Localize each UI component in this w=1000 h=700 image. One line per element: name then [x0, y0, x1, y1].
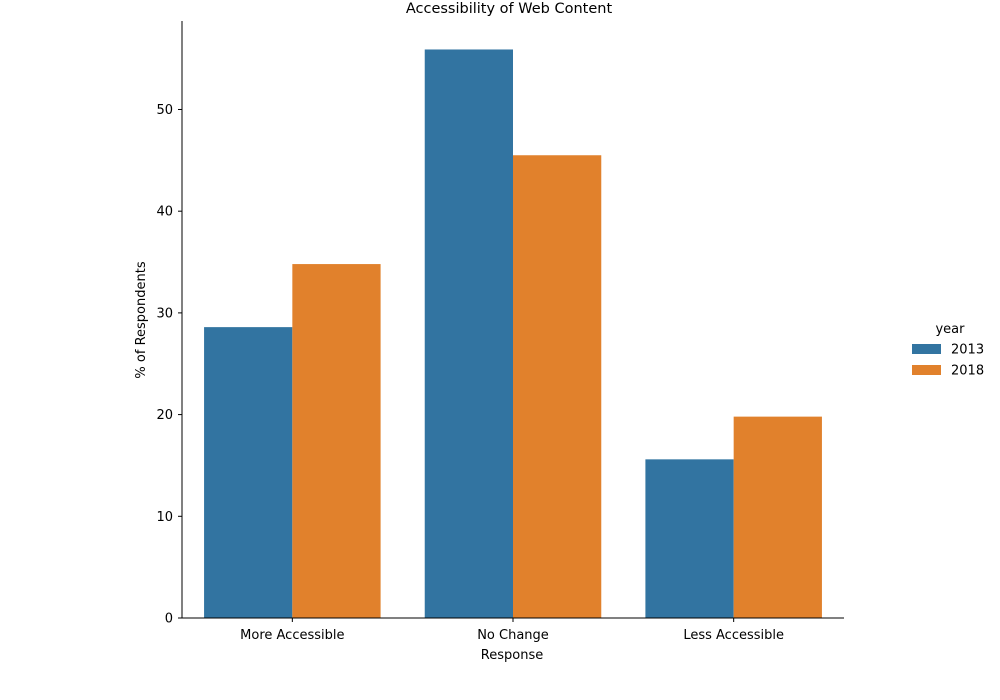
y-tick-label: 50: [156, 103, 173, 118]
y-tick-label: 10: [156, 510, 173, 525]
x-axis-label: Response: [481, 648, 543, 663]
plot-area: [204, 49, 822, 619]
y-tick-label: 30: [156, 306, 173, 321]
x-tick-label: More Accessible: [240, 628, 344, 643]
legend-title: year: [935, 322, 965, 337]
bar-2018-2: [733, 416, 822, 618]
legend-swatch-2013: [912, 344, 941, 354]
legend: year 2013 2018: [912, 322, 984, 379]
bar-2018-0: [292, 264, 381, 618]
bar-2018-1: [513, 155, 602, 618]
y-tick-label: 20: [156, 408, 173, 423]
y-tick-label: 0: [165, 612, 173, 627]
chart-title: Accessibility of Web Content: [406, 1, 613, 17]
y-axis: 0 10 20 30 40 50: [156, 21, 183, 627]
x-tick-label: Less Accessible: [683, 628, 784, 643]
y-tick-label: 40: [156, 205, 173, 220]
legend-label-2013: 2013: [951, 343, 984, 358]
y-axis-label: % of Respondents: [134, 261, 149, 378]
legend-swatch-2018: [912, 365, 941, 375]
x-tick-label: No Change: [477, 628, 549, 643]
bar-2013-1: [424, 49, 513, 619]
bar-2013-2: [645, 459, 734, 618]
bar-2013-0: [204, 327, 293, 618]
x-axis: More Accessible No Change Less Accessible: [182, 617, 844, 643]
legend-label-2018: 2018: [951, 364, 984, 379]
